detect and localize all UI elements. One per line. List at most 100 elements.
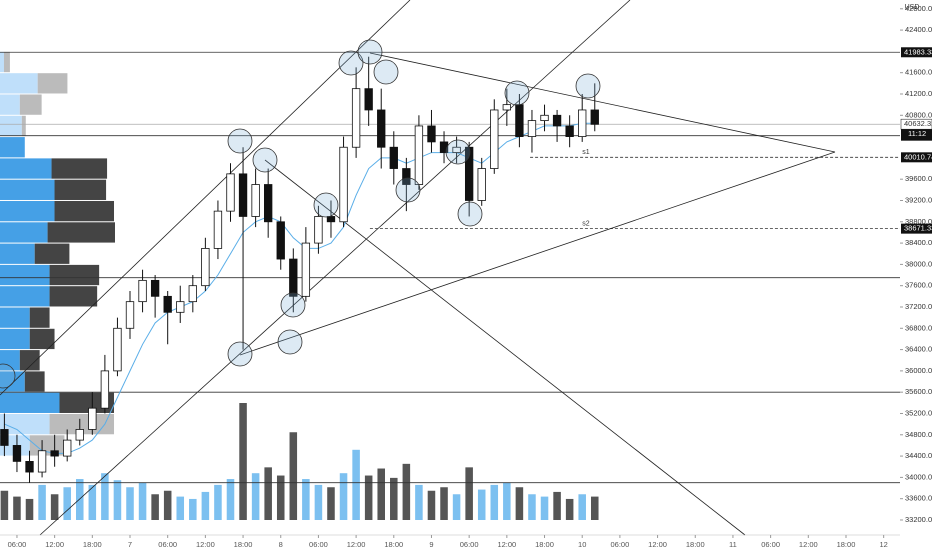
annotation: s1 bbox=[582, 149, 590, 156]
trend-line bbox=[39, 0, 631, 536]
candle-body bbox=[37, 450, 47, 473]
y-tick-label: 42800.00 bbox=[905, 4, 932, 13]
candle-body bbox=[326, 216, 336, 223]
candle-body bbox=[540, 114, 549, 122]
volume-bar bbox=[327, 487, 335, 520]
candle-body bbox=[88, 407, 97, 430]
y-tick-label: 34000.00 bbox=[905, 472, 932, 481]
x-tick-label: 12 bbox=[879, 540, 887, 549]
timer-bg bbox=[901, 129, 932, 140]
axes: 33200.00 33600.00 34000.00 34400.00 34800.00… bbox=[8, 4, 932, 549]
candle-body bbox=[12, 445, 22, 462]
volume-bar bbox=[138, 482, 147, 520]
profile-up bbox=[0, 51, 4, 73]
volume-bar bbox=[565, 498, 574, 520]
y-tick-label: 38400.00 bbox=[905, 238, 932, 247]
candle-body bbox=[289, 258, 298, 297]
candle-body bbox=[377, 109, 386, 148]
volume-bar bbox=[415, 484, 423, 520]
x-tick-label: 18:00 bbox=[83, 540, 102, 549]
x-tick-label: 06:00 bbox=[8, 540, 27, 549]
volume-bar bbox=[63, 487, 71, 520]
level-label-bg bbox=[901, 47, 932, 58]
circle bbox=[252, 147, 278, 173]
profile-down bbox=[59, 392, 115, 413]
volume-bar bbox=[390, 477, 398, 520]
profile-up bbox=[0, 413, 50, 435]
profile-down bbox=[24, 371, 45, 392]
x-tick-label: 12:00 bbox=[45, 540, 64, 549]
x-tick-label: 18:00 bbox=[234, 540, 253, 549]
volume-bar bbox=[101, 473, 109, 520]
profile-up bbox=[0, 73, 38, 94]
volume-bar bbox=[440, 487, 448, 520]
timer-label: 11:12 bbox=[908, 129, 926, 138]
volume-bar bbox=[515, 487, 524, 520]
profile-down bbox=[19, 94, 42, 115]
x-tick-label: 06:00 bbox=[309, 540, 328, 549]
candle-body bbox=[163, 295, 172, 313]
y-tick-label: 39600.00 bbox=[905, 174, 932, 183]
profile-down bbox=[29, 307, 50, 328]
y-tick-label: 36000.00 bbox=[905, 366, 932, 375]
profile-up bbox=[0, 371, 25, 392]
y-tick-label: 35600.00 bbox=[905, 387, 932, 396]
circle bbox=[227, 128, 253, 154]
volume-bar bbox=[75, 479, 84, 520]
y-tick-label: 34800.00 bbox=[905, 430, 932, 439]
circle bbox=[338, 50, 364, 76]
candle-body bbox=[63, 439, 72, 457]
y-tick-label: 38800.00 bbox=[905, 217, 932, 226]
volume-bar bbox=[452, 494, 461, 520]
x-tick-label: 7 bbox=[128, 540, 132, 549]
x-tick-label: 12:00 bbox=[648, 540, 667, 549]
y-tick-label: 41600.00 bbox=[905, 68, 932, 77]
volume-bar bbox=[214, 484, 222, 520]
y-tick-label: 41200.00 bbox=[905, 89, 932, 98]
candle-body bbox=[213, 210, 223, 249]
circle bbox=[445, 139, 471, 165]
volume-bar bbox=[302, 479, 310, 520]
volume-bar bbox=[38, 484, 46, 520]
volume-bar bbox=[503, 482, 511, 520]
trend-line bbox=[369, 52, 836, 153]
volume-bar bbox=[163, 490, 172, 520]
candle-body bbox=[402, 168, 411, 185]
last-price-label: 40632.32 bbox=[904, 119, 932, 128]
volume-bar bbox=[126, 487, 134, 520]
candle-body bbox=[477, 168, 486, 201]
profile-down bbox=[21, 115, 26, 137]
volume-bar bbox=[339, 473, 348, 520]
level-label: 38671.33 bbox=[904, 224, 932, 233]
level-label: 40010.74 bbox=[904, 152, 932, 161]
profile-up bbox=[0, 137, 25, 158]
candle-body bbox=[176, 301, 185, 313]
y-tick-label: 33600.00 bbox=[905, 494, 932, 503]
levels bbox=[0, 51, 900, 484]
candle-body bbox=[138, 279, 147, 303]
y-tick-label: 36800.00 bbox=[905, 323, 932, 332]
y-tick-label: 40800.00 bbox=[905, 110, 932, 119]
candle-body bbox=[565, 125, 574, 137]
candle-body bbox=[427, 125, 436, 143]
x-tick-label: 18:00 bbox=[535, 540, 554, 549]
y-tick-label: 38000.00 bbox=[905, 259, 932, 268]
volume-bar bbox=[528, 494, 536, 520]
candle-body bbox=[314, 216, 323, 244]
volume-bar bbox=[465, 467, 473, 520]
volume-bar bbox=[402, 463, 411, 520]
trend-line bbox=[0, 0, 411, 396]
profile-down bbox=[49, 264, 100, 286]
candle-body bbox=[0, 429, 9, 446]
circle bbox=[504, 80, 530, 106]
profile-down bbox=[54, 179, 107, 200]
x-tick-label: 06:00 bbox=[460, 540, 479, 549]
circle bbox=[357, 39, 383, 65]
circles bbox=[0, 39, 601, 389]
circle bbox=[277, 329, 303, 355]
candle-body bbox=[264, 184, 273, 223]
volume-bar bbox=[239, 403, 247, 520]
candle-body bbox=[226, 173, 235, 212]
x-tick-label: 11 bbox=[729, 540, 737, 549]
